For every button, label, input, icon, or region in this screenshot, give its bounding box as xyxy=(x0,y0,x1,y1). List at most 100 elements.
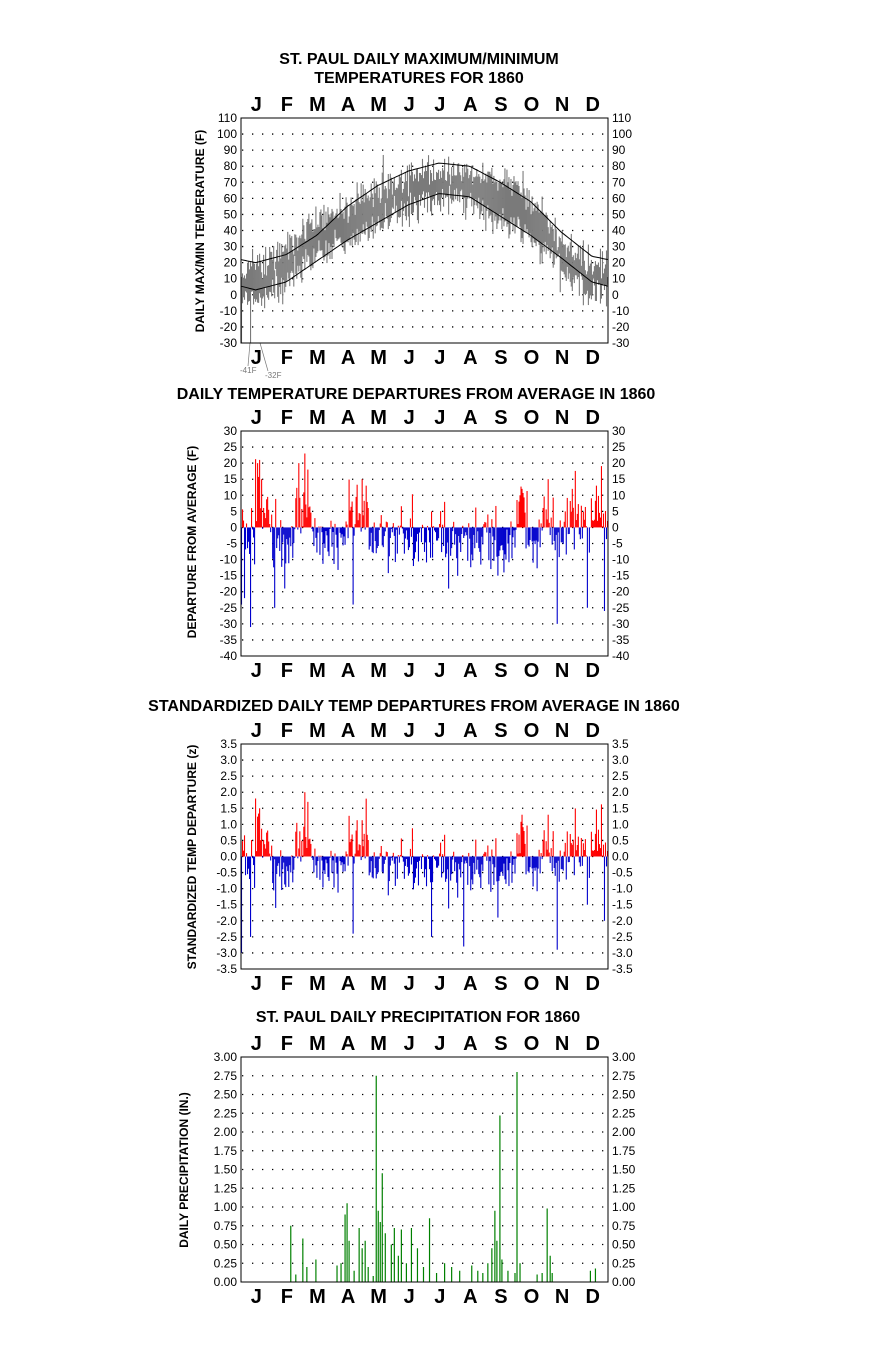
y-tick-label-right: 3.5 xyxy=(612,737,629,751)
y-tick-label-left: -3.5 xyxy=(216,962,237,976)
y-tick-label-left: 90 xyxy=(224,143,238,157)
month-label-top: D xyxy=(585,407,599,429)
y-tick-label-right: 2.75 xyxy=(612,1069,636,1083)
y-tick-label-right: 5 xyxy=(612,504,619,518)
chart1-title-line2: TEMPERATURES FOR 1860 xyxy=(314,70,524,87)
month-label-top: F xyxy=(281,94,293,116)
month-label-bottom: J xyxy=(404,347,415,369)
y-tick-label-left: 20 xyxy=(224,456,238,470)
y-tick-label-left: 2.75 xyxy=(214,1069,238,1083)
month-label-bottom: D xyxy=(585,1286,599,1308)
y-tick-label-left: 3.00 xyxy=(214,1050,238,1064)
y-tick-label-right: -35 xyxy=(612,633,630,647)
month-label-bottom: M xyxy=(370,1286,387,1308)
month-label-top: J xyxy=(404,1033,415,1055)
month-label-bottom: M xyxy=(370,347,387,369)
y-tick-label-left: 1.0 xyxy=(220,817,237,831)
y-tick-label-right: -30 xyxy=(612,336,630,350)
month-label-top: D xyxy=(585,1033,599,1055)
y-tick-label-right: -15 xyxy=(612,569,630,583)
y-tick-label-left: 2.0 xyxy=(220,785,237,799)
month-label-bottom: J xyxy=(251,660,262,682)
month-label-bottom: F xyxy=(281,347,293,369)
annotation-second-min-temp: -32F xyxy=(265,371,282,380)
y-tick-label-right: 25 xyxy=(612,440,626,454)
y-tick-label-left: 0.5 xyxy=(220,833,237,847)
month-label-bottom: S xyxy=(494,973,507,995)
chart-1: -30 -30 -20 -20 -10 -10 0 0 10 10 20 20 30 30 40 40 50 50… xyxy=(217,94,632,369)
y-tick-label-left: 2.50 xyxy=(214,1088,238,1102)
month-label-bottom: O xyxy=(524,1286,540,1308)
y-tick-label-right: 70 xyxy=(612,175,626,189)
month-label-bottom: A xyxy=(341,347,355,369)
month-label-bottom: N xyxy=(555,660,569,682)
month-label-bottom: J xyxy=(404,1286,415,1308)
month-label-top: O xyxy=(524,1033,540,1055)
y-tick-label-left: 10 xyxy=(224,272,238,286)
y-tick-label-left: 3.5 xyxy=(220,737,237,751)
y-tick-label-left: -2.0 xyxy=(216,914,237,928)
month-label-bottom: D xyxy=(585,660,599,682)
month-label-bottom: S xyxy=(494,1286,507,1308)
month-label-top: F xyxy=(281,1033,293,1055)
y-tick-label-right: -0.5 xyxy=(612,866,633,880)
y-tick-label-left: 100 xyxy=(217,127,237,141)
chart3-ylabel: STANDARDIZED TEMP DEPARTURE (z) xyxy=(185,745,199,970)
y-tick-label-left: -40 xyxy=(220,649,238,663)
y-tick-label-right: 2.00 xyxy=(612,1125,636,1139)
chart-3: -3.5 -3.5 -3.0 -3.0 -2.5 -2.5 -2.0 -2.0 -1.5 -1.5… xyxy=(216,720,633,995)
y-tick-label-left: 30 xyxy=(224,424,238,438)
month-label-top: A xyxy=(463,720,477,742)
month-label-top: M xyxy=(309,720,326,742)
month-label-top: A xyxy=(341,720,355,742)
month-label-bottom: M xyxy=(309,1286,326,1308)
month-label-top: M xyxy=(309,94,326,116)
month-label-top: D xyxy=(585,94,599,116)
month-label-top: J xyxy=(404,94,415,116)
month-label-bottom: D xyxy=(585,347,599,369)
y-tick-label-left: -20 xyxy=(220,585,238,599)
y-tick-label-right: 2.0 xyxy=(612,785,629,799)
y-tick-label-right: 0.25 xyxy=(612,1256,636,1270)
y-tick-label-left: 60 xyxy=(224,191,238,205)
month-label-top: J xyxy=(404,407,415,429)
y-tick-label-left: 0.75 xyxy=(214,1219,238,1233)
chart2-title: DAILY TEMPERATURE DEPARTURES FROM AVERAG… xyxy=(177,386,656,403)
y-tick-label-right: 3.0 xyxy=(612,753,629,767)
y-tick-label-left: -25 xyxy=(220,601,238,615)
month-label-top: J xyxy=(251,720,262,742)
month-label-top: N xyxy=(555,720,569,742)
month-label-top: J xyxy=(251,94,262,116)
y-tick-label-right: 15 xyxy=(612,472,626,486)
y-tick-label-right: 1.0 xyxy=(612,817,629,831)
y-tick-label-right: -3.5 xyxy=(612,962,633,976)
month-label-top: F xyxy=(281,407,293,429)
chart1-ylabel: DAILY MAX/MIN TEMPERATURE (F) xyxy=(193,130,207,332)
month-label-top: O xyxy=(524,720,540,742)
chart4-ylabel: DAILY PRECIPITATION (IN.) xyxy=(177,1092,191,1248)
month-label-top: M xyxy=(370,407,387,429)
month-label-bottom: J xyxy=(434,1286,445,1308)
y-tick-label-left: 1.75 xyxy=(214,1144,238,1158)
month-label-bottom: A xyxy=(341,1286,355,1308)
month-label-bottom: O xyxy=(524,973,540,995)
month-label-top: J xyxy=(434,1033,445,1055)
month-label-top: A xyxy=(463,94,477,116)
month-label-bottom: A xyxy=(463,1286,477,1308)
chart-2: -40 -40 -35 -35 -30 -30 -25 -25 -20 -20 -15 -15 -10 -… xyxy=(220,407,630,682)
y-tick-label-right: 0.0 xyxy=(612,850,629,864)
month-label-bottom: J xyxy=(404,973,415,995)
month-label-bottom: O xyxy=(524,347,540,369)
month-label-top: J xyxy=(434,407,445,429)
y-tick-label-left: 2.5 xyxy=(220,769,237,783)
y-tick-label-right: -2.0 xyxy=(612,914,633,928)
y-tick-label-left: -0.5 xyxy=(216,866,237,880)
annotation-leader-2 xyxy=(259,342,269,372)
month-label-top: J xyxy=(434,720,445,742)
month-label-top: A xyxy=(341,407,355,429)
y-tick-label-left: -15 xyxy=(220,569,238,583)
plot-frame xyxy=(240,743,609,970)
y-tick-label-left: 30 xyxy=(224,240,238,254)
month-label-bottom: J xyxy=(434,973,445,995)
